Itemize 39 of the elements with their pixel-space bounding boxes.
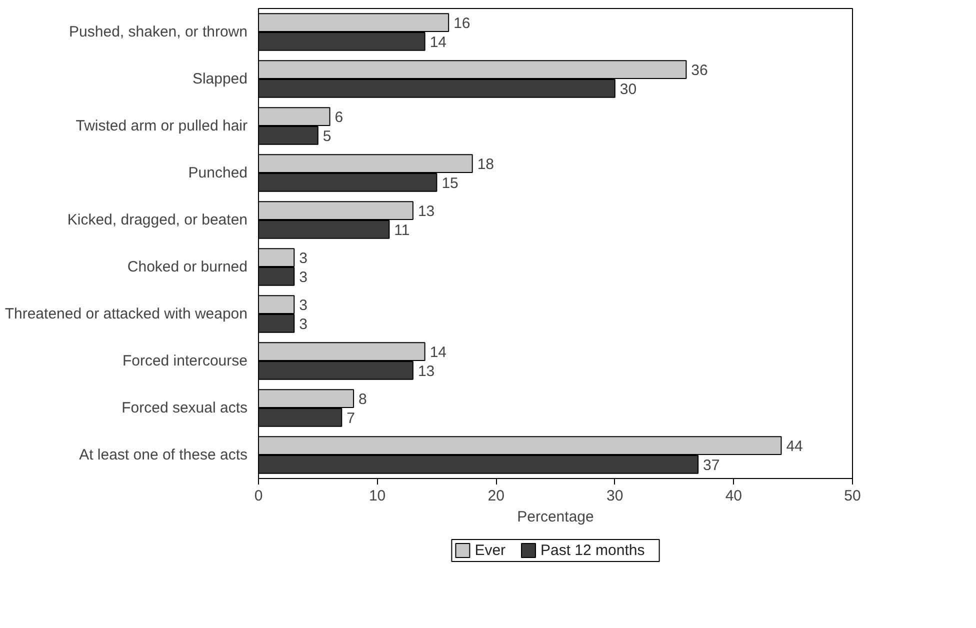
x-tick-label: 0: [254, 488, 263, 504]
data-label: 3: [299, 250, 308, 268]
data-label: 3: [299, 268, 308, 286]
x-tick-label: 40: [725, 488, 742, 504]
data-label: 36: [691, 62, 708, 80]
data-label: 11: [394, 222, 410, 239]
data-label: 6: [334, 109, 344, 126]
legend-label: Ever: [474, 542, 506, 559]
data-label: 14: [430, 344, 447, 362]
y-tick-label: Twisted arm or pulled hair: [76, 118, 248, 134]
data-label: 16: [454, 15, 470, 32]
y-tick-label: Punched: [188, 164, 248, 182]
data-label: 5: [322, 128, 332, 145]
y-tick-label: Threatened or attacked with weapon: [4, 306, 248, 322]
x-tick-label: 10: [368, 488, 386, 504]
data-label: 7: [346, 410, 356, 427]
data-label: 8: [358, 391, 367, 408]
data-label: 44: [786, 438, 803, 456]
y-tick-label: Choked or burned: [127, 258, 248, 276]
y-tick-label: Kicked, dragged, or beaten: [67, 212, 248, 228]
data-label: 14: [430, 34, 447, 51]
data-label: 30: [620, 80, 637, 98]
data-label: 3: [299, 316, 308, 333]
x-tick-label: 20: [488, 488, 504, 504]
data-label: 13: [418, 203, 435, 220]
y-tick-label: Pushed, shaken, or thrown: [69, 24, 248, 40]
y-tick-label: Forced sexual acts: [122, 400, 248, 416]
x-axis-title: Percentage: [517, 508, 594, 526]
x-tick-label: 30: [606, 488, 624, 504]
y-tick-label: At least one of these acts: [79, 446, 248, 464]
data-label: 18: [477, 156, 494, 174]
legend-label: Past 12 months: [540, 542, 645, 559]
data-label: 37: [703, 456, 720, 474]
data-label: 15: [442, 174, 458, 192]
data-label: 13: [418, 362, 435, 380]
data-label: 3: [299, 297, 308, 314]
y-tick-label: Slapped: [192, 70, 248, 88]
y-tick-label: Forced intercourse: [122, 352, 248, 370]
x-tick-label: 50: [844, 488, 861, 504]
